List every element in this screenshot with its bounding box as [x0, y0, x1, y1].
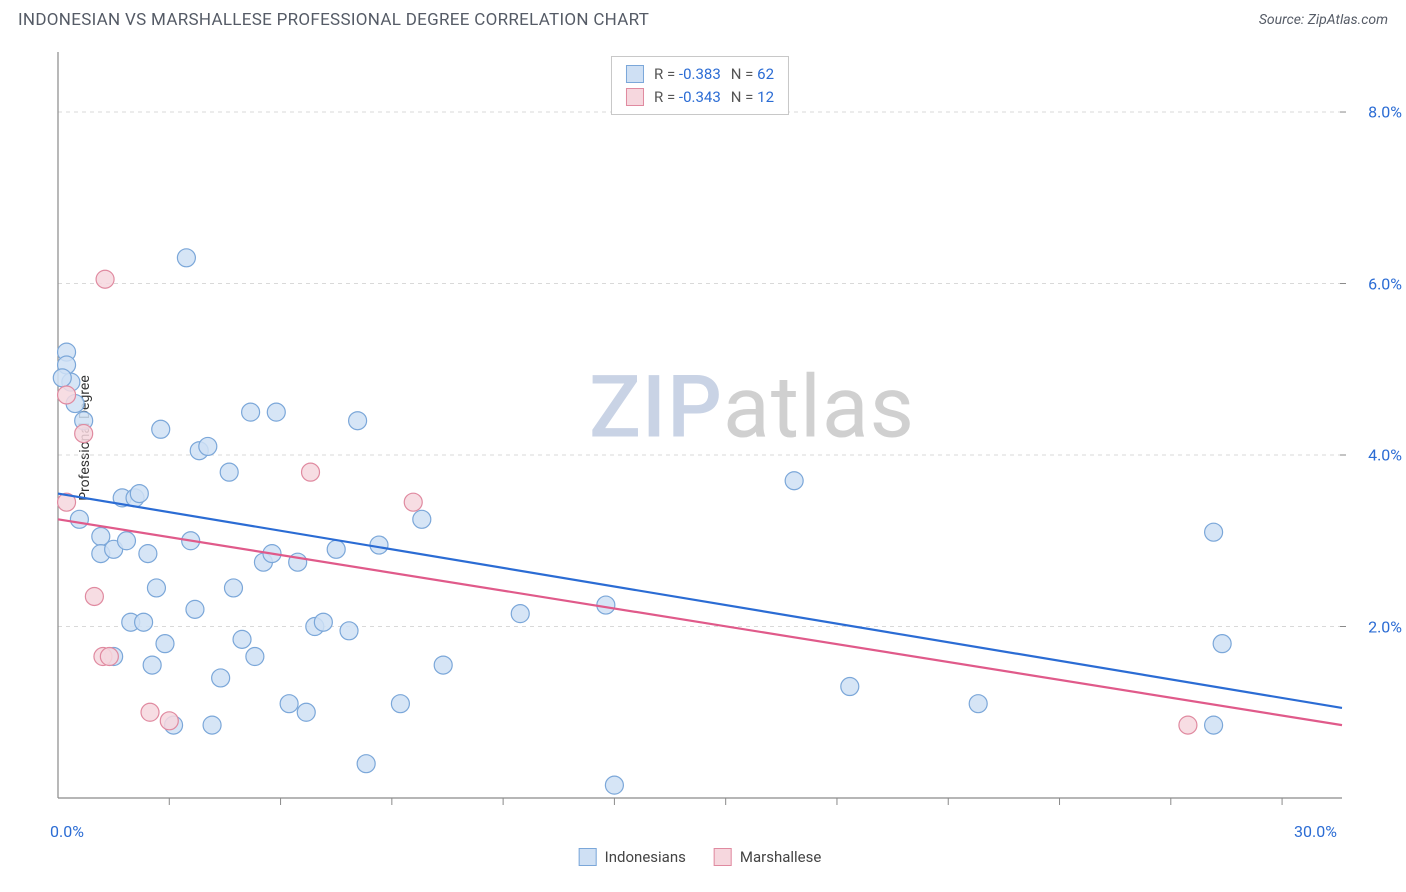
source-attribution: Source: ZipAtlas.com: [1259, 12, 1388, 28]
source-name: ZipAtlas.com: [1308, 12, 1388, 28]
y-tick-label: 6.0%: [1368, 274, 1402, 293]
marshallese-swatch-icon: [714, 848, 732, 866]
stats-legend-row-2: R = -0.343 N = 12: [626, 86, 774, 109]
stats-legend-row-1: R = -0.383 N = 62: [626, 63, 774, 86]
y-tick-label: 4.0%: [1368, 446, 1402, 465]
indonesians-r-stat: R = -0.383: [654, 63, 721, 86]
legend-item-indonesians: Indonesians: [579, 848, 686, 866]
marshallese-swatch: [626, 88, 644, 106]
x-tick-label: 30.0%: [1294, 822, 1337, 841]
source-prefix: Source:: [1259, 12, 1308, 28]
marshallese-r-stat: R = -0.343: [654, 86, 721, 109]
scatter-plot: [50, 48, 1350, 828]
stats-legend: R = -0.383 N = 62 R = -0.343 N = 12: [611, 56, 789, 115]
indonesians-swatch-icon: [579, 848, 597, 866]
marshallese-n-stat: N = 12: [731, 86, 774, 109]
chart-area: Professional Degree ZIPatlas R = -0.383 …: [50, 48, 1350, 828]
legend-label-indonesians: Indonesians: [605, 848, 686, 866]
chart-title: INDONESIAN VS MARSHALLESE PROFESSIONAL D…: [18, 10, 649, 30]
y-tick-label: 2.0%: [1368, 617, 1402, 636]
indonesians-swatch: [626, 65, 644, 83]
chart-header: INDONESIAN VS MARSHALLESE PROFESSIONAL D…: [0, 0, 1406, 38]
y-tick-label: 8.0%: [1368, 103, 1402, 122]
series-legend: Indonesians Marshallese: [579, 848, 822, 866]
legend-label-marshallese: Marshallese: [740, 848, 821, 866]
indonesians-n-stat: N = 62: [731, 63, 774, 86]
x-tick-label: 0.0%: [50, 822, 84, 841]
legend-item-marshallese: Marshallese: [714, 848, 821, 866]
